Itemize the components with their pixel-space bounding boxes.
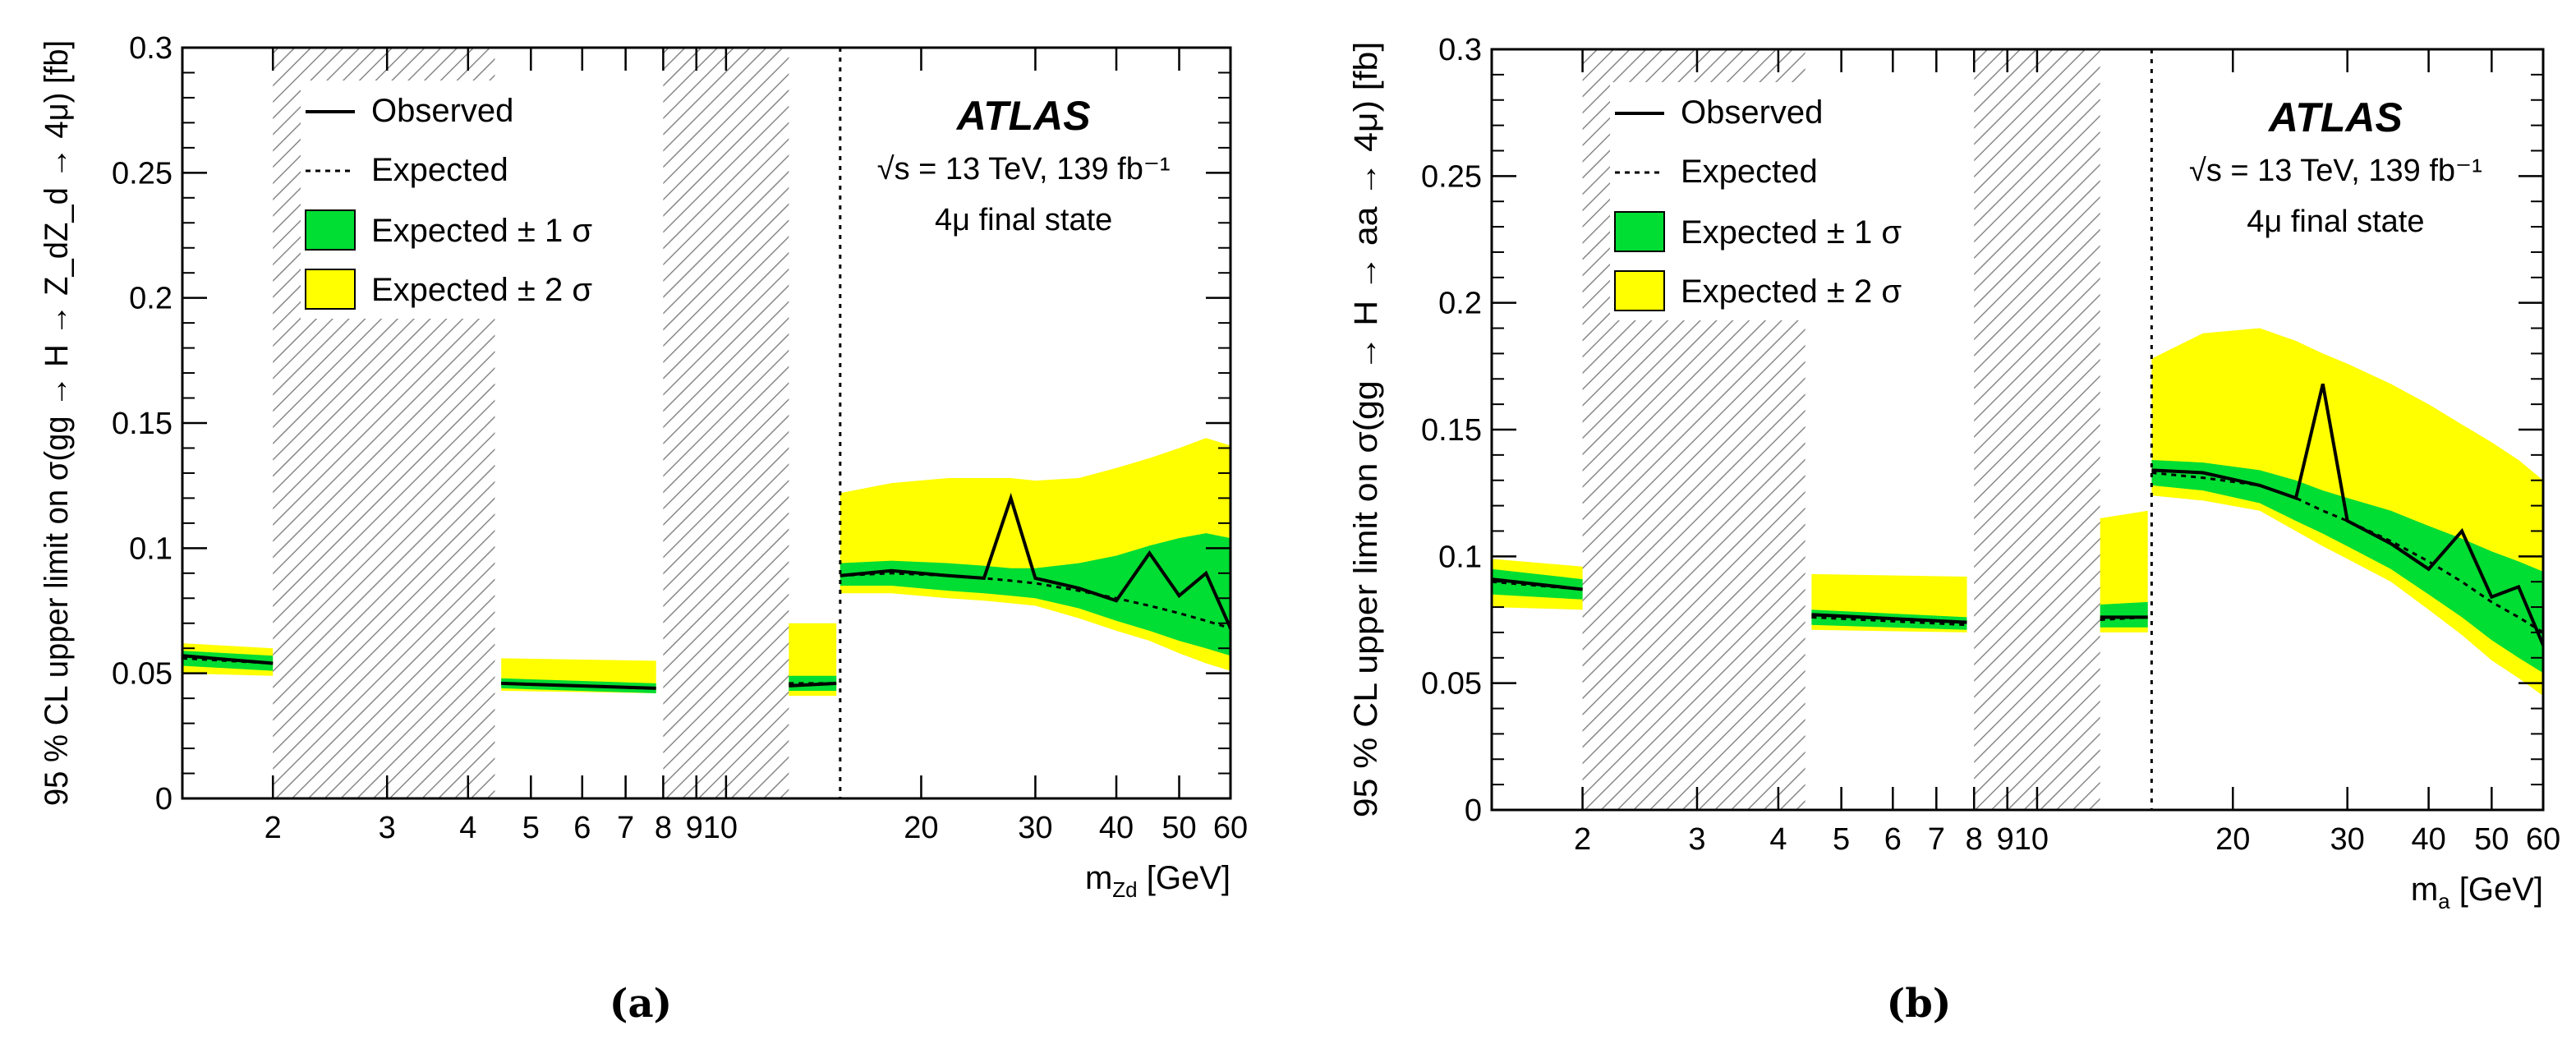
x-tick-label: 4 bbox=[459, 811, 476, 845]
expected-line-3 bbox=[840, 572, 1230, 630]
x-tick-label: 2 bbox=[1574, 822, 1591, 857]
observed-line-2 bbox=[789, 681, 837, 688]
observed-line-3 bbox=[840, 492, 1230, 629]
x-tick-label: 2 bbox=[264, 811, 282, 845]
observed-line-0 bbox=[182, 654, 274, 665]
x-tick-label: 6 bbox=[1884, 822, 1902, 857]
legend-band2-swatch bbox=[305, 269, 356, 310]
legend-band1-label: Expected ± 1 σ bbox=[1681, 214, 1902, 251]
x-tick-label: 6 bbox=[573, 811, 591, 845]
x-tick-label: 50 bbox=[1162, 811, 1196, 845]
y-tick-label: 0.25 bbox=[1421, 159, 1482, 194]
y-tick-label: 0.3 bbox=[1438, 33, 1482, 67]
observed-line-1 bbox=[501, 681, 656, 690]
y-tick-label: 0.1 bbox=[1438, 540, 1482, 574]
chart-panel-b: 0 0.05 0.1 0.15 0.2 0.25 0.3 2 3 4 5 6 7 8 910 20 30 40 50… bbox=[1348, 33, 2560, 1027]
y-tick-label: 0.3 bbox=[129, 31, 172, 66]
expected-line-1 bbox=[1811, 615, 1967, 627]
legend-band1-swatch bbox=[305, 209, 356, 251]
observed-line-0 bbox=[1492, 577, 1583, 591]
y-tick-label: 0 bbox=[155, 782, 172, 816]
y-tick-label: 0.05 bbox=[112, 657, 172, 692]
y-tick-label: 0.25 bbox=[112, 156, 172, 191]
x-tick-label: 5 bbox=[522, 811, 540, 845]
x-tick-label: 8 bbox=[655, 811, 672, 845]
x-tick-label: 5 bbox=[1833, 822, 1850, 857]
x-tick-label: 60 bbox=[2526, 822, 2560, 857]
x-tick-label: 910 bbox=[1997, 822, 2049, 857]
y-tick-label: 0.2 bbox=[129, 282, 172, 316]
legend-expected-label: Expected bbox=[371, 152, 508, 188]
band-2sigma-2 bbox=[2100, 510, 2148, 632]
y-tick-label: 0.15 bbox=[1421, 413, 1482, 448]
y-tick-label: 0.05 bbox=[1421, 667, 1482, 702]
legend-observed-label: Observed bbox=[371, 93, 513, 129]
legend-band2-swatch bbox=[1614, 270, 1665, 311]
y-axis-title: 95 % CL upper limit on σ(gg → H → Z_dZ_d… bbox=[39, 40, 75, 806]
final-state-label: 4μ final state bbox=[2247, 205, 2424, 239]
legend-band2-label: Expected ± 2 σ bbox=[1681, 274, 1902, 310]
energy-luminosity-label: √s = 13 TeV, 139 fb⁻¹ bbox=[877, 152, 1171, 186]
y-axis-title: 95 % CL upper limit on σ(gg → H → aa → 4… bbox=[1348, 42, 1384, 818]
observed-line-3 bbox=[2151, 383, 2543, 646]
energy-luminosity-label: √s = 13 TeV, 139 fb⁻¹ bbox=[2189, 154, 2482, 188]
x-tick-label: 8 bbox=[1966, 822, 1983, 857]
x-tick-label: 50 bbox=[2474, 822, 2509, 857]
legend-band1-swatch bbox=[1614, 211, 1665, 252]
x-tick-label: 20 bbox=[2215, 822, 2250, 857]
x-tick-label: 910 bbox=[686, 811, 738, 845]
x-tick-label: 40 bbox=[1099, 811, 1134, 845]
x-tick-label: 7 bbox=[617, 811, 634, 845]
y-tick-label: 0.15 bbox=[112, 407, 172, 441]
subfigure-caption: (a) bbox=[610, 981, 673, 1027]
x-axis-title: ma [GeV] bbox=[2411, 872, 2543, 913]
band-1sigma-3 bbox=[840, 533, 1230, 656]
x-tick-label: 3 bbox=[379, 811, 396, 845]
excluded-region-1 bbox=[1974, 49, 2100, 810]
final-state-label: 4μ final state bbox=[935, 203, 1112, 237]
x-tick-label: 30 bbox=[2330, 822, 2365, 857]
x-tick-label: 30 bbox=[1018, 811, 1052, 845]
observed-line-1 bbox=[1811, 613, 1967, 624]
chart-panel-a: 0 0.05 0.1 0.15 0.2 0.25 0.3 2 3 4 5 6 7 8 910 20 30 40 50… bbox=[39, 31, 1248, 1027]
subfigure-caption: (b) bbox=[1887, 981, 1952, 1027]
legend-expected-label: Expected bbox=[1681, 154, 1818, 190]
legend-observed-label: Observed bbox=[1681, 94, 1823, 131]
y-tick-label: 0.2 bbox=[1438, 287, 1482, 321]
x-tick-label: 60 bbox=[1213, 811, 1248, 845]
experiment-label: ATLAS bbox=[955, 93, 1091, 139]
x-tick-label: 20 bbox=[904, 811, 938, 845]
legend-band1-label: Expected ± 1 σ bbox=[371, 213, 592, 249]
x-tick-label: 40 bbox=[2411, 822, 2445, 857]
band-1sigma-2 bbox=[2100, 601, 2148, 628]
y-tick-label: 0.1 bbox=[129, 531, 172, 566]
excluded-region-1 bbox=[663, 48, 789, 798]
x-tick-label: 4 bbox=[1769, 822, 1787, 857]
x-tick-label: 3 bbox=[1688, 822, 1705, 857]
y-tick-label: 0 bbox=[1465, 794, 1482, 828]
x-axis-title: mZd [GeV] bbox=[1085, 860, 1230, 902]
legend-band2-label: Expected ± 2 σ bbox=[371, 272, 592, 308]
experiment-label: ATLAS bbox=[2267, 94, 2403, 140]
x-tick-label: 7 bbox=[1928, 822, 1945, 857]
band-1sigma-3 bbox=[2151, 460, 2543, 674]
